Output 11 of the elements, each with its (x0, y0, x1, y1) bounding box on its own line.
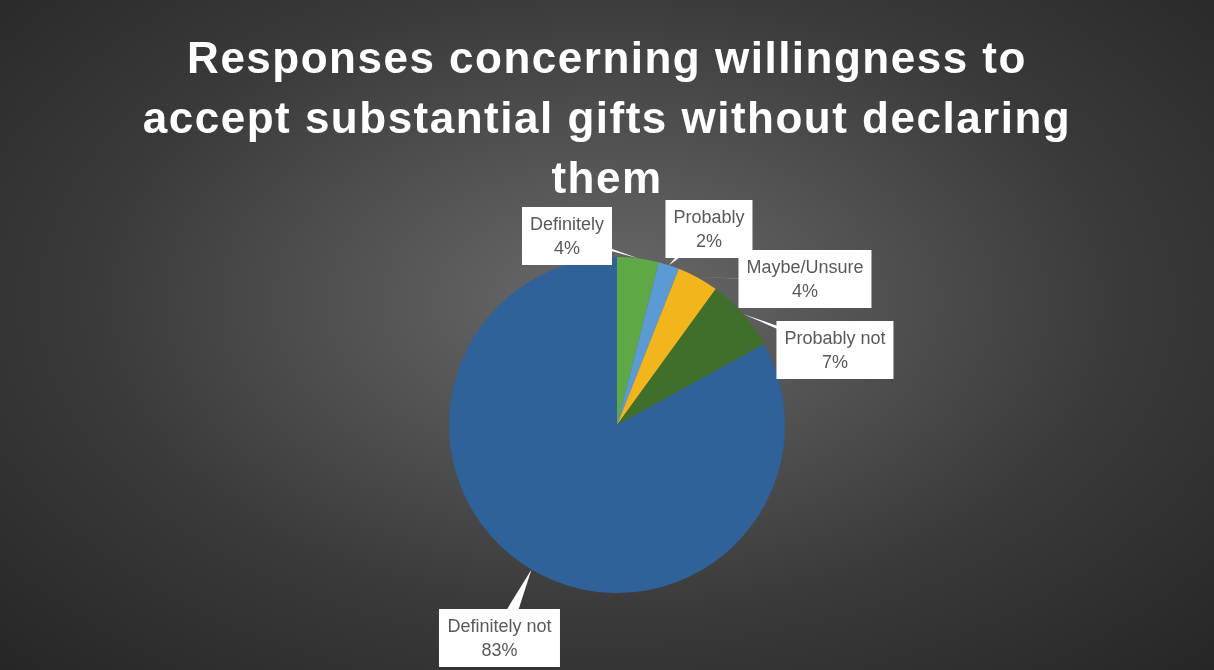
data-label: 4% (554, 238, 581, 259)
slice-label: Maybe/Unsure (746, 256, 864, 277)
slice-label: Probably not (784, 327, 886, 348)
slice-label: Definitely not (447, 615, 552, 636)
data-label: 7% (822, 351, 849, 372)
chart-title: Responses concerning willingness to accept substantial gifts without declaring them (141, 32, 1073, 204)
slice-label: Probably (673, 207, 745, 228)
data-label: 2% (695, 231, 722, 252)
data-label: 83% (481, 639, 518, 660)
data-label: 4% (791, 280, 818, 301)
slice-label: Definitely (530, 214, 605, 235)
